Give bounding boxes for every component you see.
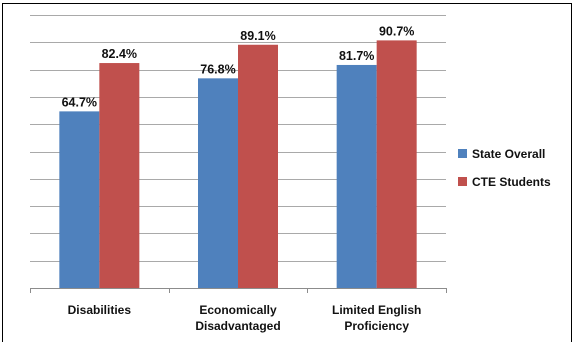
data-label: 82.4%	[102, 47, 137, 61]
x-tick-label: Limited English	[332, 303, 421, 317]
legend-label: CTE Students	[472, 175, 551, 189]
bar	[336, 64, 377, 288]
data-label: 76.8%	[200, 62, 235, 76]
legend-swatch	[458, 149, 467, 158]
bar	[238, 44, 278, 288]
x-axis: Disabilities Economically Disadvantaged Lim…	[30, 288, 447, 333]
data-label: 81.7%	[339, 49, 374, 63]
bar	[198, 78, 238, 288]
x-tick-label: Proficiency	[344, 319, 409, 333]
x-tick-label: Economically	[199, 303, 277, 317]
bar	[59, 111, 100, 288]
data-labels-group: 64.7% 82.4% 76.8% 89.1% 81.7% 90.7%	[62, 24, 415, 109]
legend: State Overall CTE Students	[458, 147, 551, 189]
x-tick-label: Disadvantaged	[195, 319, 280, 333]
data-label: 89.1%	[240, 29, 275, 43]
bars-group	[59, 40, 417, 288]
legend-label: State Overall	[472, 147, 545, 161]
bar	[99, 63, 140, 288]
legend-swatch	[458, 177, 467, 186]
x-tick-label: Disabilities	[68, 303, 132, 317]
data-label: 90.7%	[379, 24, 414, 38]
data-label: 64.7%	[62, 95, 97, 109]
bar	[376, 40, 417, 288]
